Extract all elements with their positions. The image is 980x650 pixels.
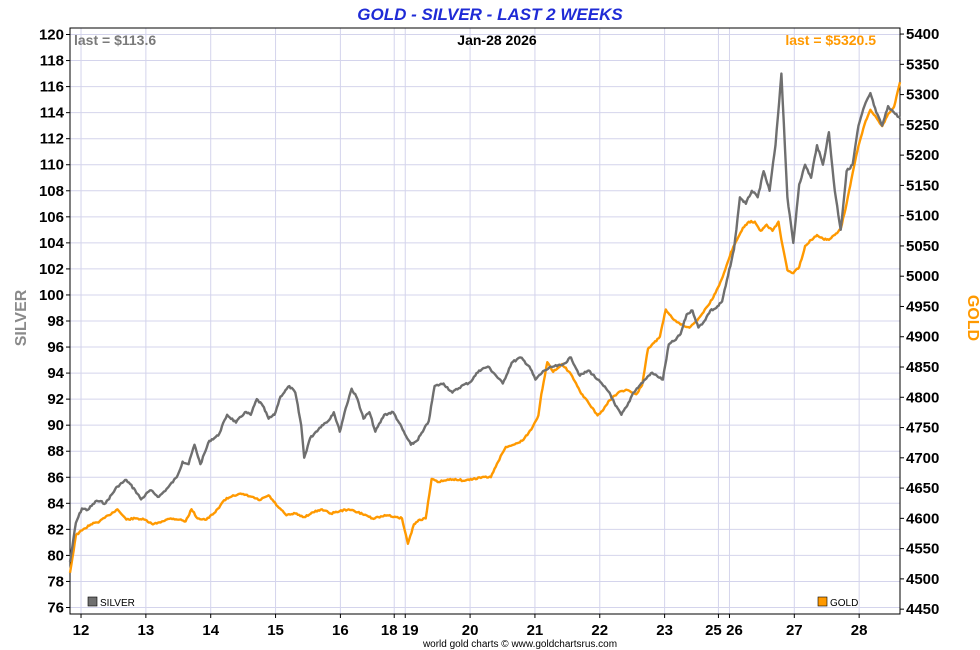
silver-tick-label: 110: [40, 157, 64, 174]
silver-tick-label: 106: [39, 209, 64, 226]
date-tick-label: 13: [138, 622, 155, 639]
silver-tick-label: 98: [47, 313, 64, 330]
date-tick-label: 19: [402, 622, 419, 639]
gold-tick-label: 5000: [906, 268, 939, 285]
grid-lines: [70, 28, 900, 614]
gold-tick-label: 4550: [906, 541, 939, 558]
date-tick-label: 22: [591, 622, 608, 639]
gold-tick-label: 5400: [906, 26, 939, 43]
gold-legend-swatch: [817, 596, 828, 607]
silver-axis-ticks: 76 78 80 82 84 86 88 90 92 94 96 98 100 102 104 106 108 1…: [39, 27, 70, 616]
silver-last-price: last = $113.6: [74, 32, 156, 48]
gold-tick-label: 5250: [906, 117, 939, 134]
silver-tick-label: 120: [39, 27, 64, 44]
gold-tick-label: 4450: [906, 601, 939, 618]
gold-legend-label: GOLD: [830, 598, 858, 609]
gold-tick-label: 4650: [906, 480, 939, 497]
silver-tick-label: 86: [47, 469, 64, 486]
date-tick-label: 25: [705, 622, 722, 639]
date-tick-label: 21: [527, 622, 544, 639]
silver-tick-label: 118: [40, 53, 64, 70]
gold-last-price: last = $5320.5: [785, 32, 876, 48]
silver-tick-label: 102: [39, 261, 64, 278]
gold-tick-label: 4700: [906, 450, 939, 467]
date-tick-label: 16: [332, 622, 349, 639]
silver-tick-label: 116: [40, 79, 64, 96]
gold-price-line: [68, 81, 902, 573]
gold-tick-label: 4600: [906, 510, 939, 527]
silver-tick-label: 90: [47, 417, 64, 434]
silver-tick-label: 112: [40, 131, 64, 148]
silver-tick-label: 108: [39, 183, 64, 200]
date-label: Jan-28 2026: [457, 32, 537, 48]
silver-tick-label: 76: [47, 599, 64, 616]
silver-tick-label: 84: [47, 495, 64, 512]
gold-tick-label: 5150: [906, 177, 939, 194]
date-tick-label: 23: [656, 622, 673, 639]
gold-tick-label: 5100: [906, 208, 939, 225]
gold-axis-label: GOLD: [964, 295, 980, 341]
silver-legend-label: SILVER: [100, 598, 135, 609]
series-lines: [68, 72, 902, 573]
silver-price-line: [68, 72, 901, 563]
date-tick-label: 27: [786, 622, 803, 639]
silver-tick-label: 96: [47, 339, 64, 356]
date-tick-label: 14: [202, 622, 219, 639]
credit-text: world gold charts © www.goldchartsrus.co…: [422, 639, 617, 650]
silver-tick-label: 104: [39, 235, 65, 252]
date-tick-label: 15: [267, 622, 284, 639]
gold-tick-label: 4800: [906, 389, 939, 406]
silver-tick-label: 78: [47, 573, 64, 590]
gold-tick-label: 5050: [906, 238, 939, 255]
date-tick-label: 28: [851, 622, 868, 639]
gold-tick-label: 4750: [906, 420, 939, 437]
silver-tick-label: 88: [47, 443, 64, 460]
silver-tick-label: 94: [47, 365, 64, 382]
chart-title: GOLD - SILVER - LAST 2 WEEKS: [357, 5, 623, 24]
silver-tick-label: 100: [39, 287, 64, 304]
silver-tick-label: 92: [47, 391, 64, 408]
silver-tick-label: 82: [47, 521, 64, 538]
gold-tick-label: 4850: [906, 359, 939, 376]
gold-tick-label: 5200: [906, 147, 939, 164]
gold-axis-ticks: 4450 4500 4550 4600 4650 4700 4750 4800 4850 4900…: [900, 26, 939, 618]
date-tick-label: 26: [726, 622, 743, 639]
date-axis-ticks: 12 13 14 15 16 18 19 20 21 22 23 25 26 27 28: [73, 614, 868, 639]
date-tick-label: 20: [462, 622, 479, 639]
gold-tick-label: 4500: [906, 571, 939, 588]
gold-tick-label: 5300: [906, 87, 939, 104]
silver-axis-label: SILVER: [13, 289, 30, 346]
gold-tick-label: 4900: [906, 329, 939, 346]
date-tick-label: 18: [381, 622, 398, 639]
date-tick-label: 12: [73, 622, 90, 639]
gold-tick-label: 4950: [906, 298, 939, 315]
gold-tick-label: 5350: [906, 56, 939, 73]
silver-tick-label: 80: [47, 547, 64, 564]
silver-tick-label: 114: [40, 105, 65, 122]
silver-legend-swatch: [87, 596, 98, 607]
